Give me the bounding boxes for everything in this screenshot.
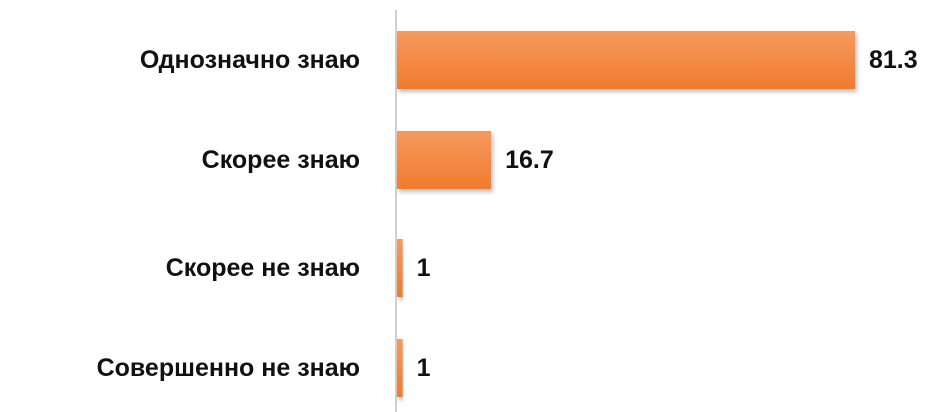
bar-3 [397,239,403,297]
bar-1 [397,31,855,89]
value-label-2: 16.7 [505,146,554,174]
category-label-1: Однозначно знаю [140,46,360,74]
category-label-2: Скорее знаю [202,146,360,174]
bars: Однозначно знаю 81.3 Скорее знаю 16.7 Скорее… [97,31,918,397]
bar-4 [397,339,403,397]
category-label-3: Скорее не знаю [166,254,360,282]
category-label-4: Совершенно не знаю [97,354,360,382]
value-label-1: 81.3 [869,46,918,74]
bar-2 [397,131,492,189]
value-label-4: 1 [417,354,431,382]
value-label-3: 1 [417,254,431,282]
